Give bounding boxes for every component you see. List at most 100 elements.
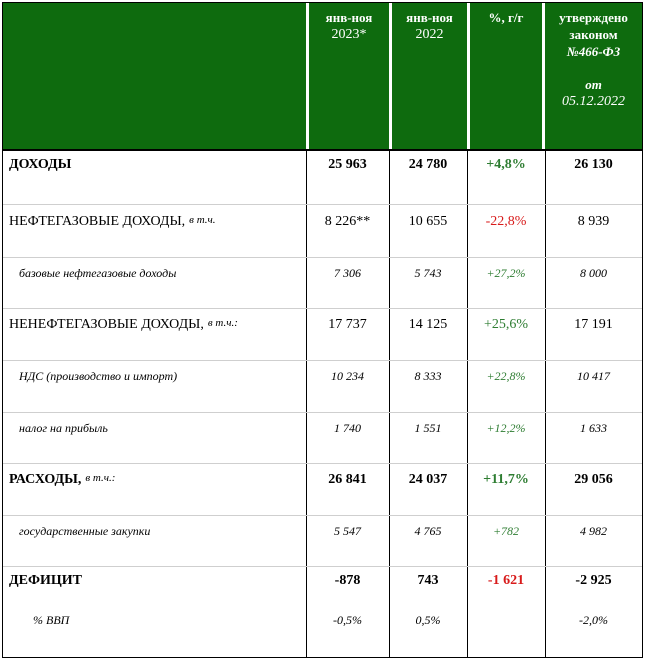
row-value-2023: 26 841 bbox=[328, 472, 367, 487]
row-value-2022: 8 333 bbox=[414, 369, 442, 383]
table-row: НЕНЕФТЕГАЗОВЫЕ ДОХОДЫ, в т.ч.: 17 737 14 … bbox=[3, 309, 642, 361]
row-value-2023: 10 234 bbox=[331, 369, 364, 383]
col-divider-3 bbox=[467, 149, 468, 657]
row-label-text: РАСХОДЫ, bbox=[9, 472, 82, 487]
col-divider-1 bbox=[306, 149, 307, 657]
row-label-text: базовые нефтегазовые доходы bbox=[19, 266, 177, 280]
row-label: НДС (производство и импорт) bbox=[9, 361, 305, 413]
col-divider-4 bbox=[545, 149, 546, 657]
row-value-yoy: +12,2% bbox=[486, 421, 526, 435]
table-header: янв-ноя 2023* янв-ноя 2022 %, г/г утверж… bbox=[3, 3, 642, 149]
header-spacer bbox=[545, 60, 642, 76]
row-label: налог на прибыль bbox=[9, 413, 305, 465]
row-value-2023: 25 963 bbox=[328, 157, 367, 172]
row-value-2022: 14 125 bbox=[408, 317, 448, 332]
row-divider bbox=[3, 566, 642, 567]
row-label: % ВВП bbox=[9, 607, 281, 647]
header-col-2022-line1: янв-ноя bbox=[406, 10, 453, 25]
header-col-yoy: %, г/г bbox=[470, 3, 542, 149]
header-col-2022: янв-ноя 2022 bbox=[392, 3, 467, 149]
row-value-2023: -0,5% bbox=[333, 613, 362, 627]
header-col-approved-line2: законом bbox=[569, 27, 618, 42]
table-row: % ВВП -0,5% 0,5% -2,0% bbox=[3, 607, 642, 647]
row-label: НЕФТЕГАЗОВЫЕ ДОХОДЫ, в т.ч. bbox=[9, 205, 305, 257]
row-label-text: НЕФТЕГАЗОВЫЕ ДОХОДЫ, bbox=[9, 214, 186, 229]
row-label: НЕНЕФТЕГАЗОВЫЕ ДОХОДЫ, в т.ч.: bbox=[9, 309, 305, 361]
row-value-approved: 8 939 bbox=[577, 214, 610, 229]
row-value-2022: 24 780 bbox=[408, 157, 448, 172]
row-value-approved: 26 130 bbox=[574, 157, 613, 172]
row-value-2023: -878 bbox=[334, 573, 361, 588]
header-col-approved-line5: 05.12.2022 bbox=[562, 94, 625, 109]
row-value-2022: 4 765 bbox=[414, 524, 442, 538]
table-row: НДС (производство и импорт) 10 234 8 333… bbox=[3, 361, 642, 413]
header-col-2023-line2: 2023* bbox=[331, 27, 367, 42]
header-col-approved: утверждено законом №466-ФЗ от 05.12.2022 bbox=[545, 3, 642, 149]
table-row: ДЕФИЦИТ -878 743 -1 621 -2 925 bbox=[3, 567, 642, 607]
row-value-2022: 743 bbox=[417, 573, 439, 588]
row-value-approved: 4 982 bbox=[580, 524, 607, 538]
row-value-approved: 29 056 bbox=[574, 472, 613, 487]
row-label-text: ДЕФИЦИТ bbox=[9, 573, 83, 588]
row-value-2023: 1 740 bbox=[334, 421, 361, 435]
row-divider bbox=[3, 360, 642, 361]
row-label-note: в т.ч.: bbox=[85, 472, 116, 484]
table-row: ДОХОДЫ 25 963 24 780 +4,8% 26 130 bbox=[3, 151, 642, 203]
row-divider bbox=[3, 515, 642, 516]
header-col-2022-line2: 2022 bbox=[415, 27, 444, 42]
row-label-note: в т.ч. bbox=[189, 214, 216, 226]
row-label-text: % ВВП bbox=[33, 613, 70, 627]
row-value-2023: 17 737 bbox=[328, 317, 367, 332]
row-divider bbox=[3, 463, 642, 464]
table-row: РАСХОДЫ, в т.ч.: 26 841 24 037 +11,7% 29 … bbox=[3, 464, 642, 516]
row-label-text: налог на прибыль bbox=[19, 421, 108, 435]
row-value-approved: -2 925 bbox=[575, 573, 612, 588]
row-value-2022: 5 743 bbox=[414, 266, 442, 280]
table-row: налог на прибыль 1 740 1 551 +12,2% 1 63… bbox=[3, 413, 642, 465]
row-value-2022: 0,5% bbox=[415, 613, 441, 627]
row-value-approved: -2,0% bbox=[579, 613, 608, 627]
row-label: государственные закупки bbox=[9, 516, 305, 568]
row-label-text: НЕНЕФТЕГАЗОВЫЕ ДОХОДЫ, bbox=[9, 317, 204, 332]
row-value-2023: 7 306 bbox=[334, 266, 361, 280]
row-label: базовые нефтегазовые доходы bbox=[9, 258, 305, 310]
row-label: ДОХОДЫ bbox=[9, 151, 305, 203]
row-value-yoy: +11,7% bbox=[483, 472, 529, 487]
row-value-2022: 10 655 bbox=[408, 214, 448, 229]
header-label-cell bbox=[3, 3, 306, 149]
row-value-approved: 1 633 bbox=[580, 421, 607, 435]
header-col-approved-line1: утверждено bbox=[559, 10, 628, 25]
row-value-2023: 5 547 bbox=[334, 524, 361, 538]
row-value-approved: 10 417 bbox=[577, 369, 610, 383]
row-value-approved: 17 191 bbox=[574, 317, 613, 332]
row-value-yoy bbox=[467, 607, 545, 647]
row-value-yoy: +27,2% bbox=[486, 266, 526, 280]
row-value-2022: 1 551 bbox=[414, 421, 442, 435]
header-col-approved-line4: от bbox=[585, 77, 602, 92]
row-value-yoy: +4,8% bbox=[486, 157, 526, 172]
row-label-text: ДОХОДЫ bbox=[9, 157, 72, 172]
row-label: РАСХОДЫ, в т.ч.: bbox=[9, 464, 305, 516]
row-value-yoy: +22,8% bbox=[486, 369, 526, 383]
row-divider bbox=[3, 308, 642, 309]
row-value-2023: 8 226** bbox=[324, 214, 371, 229]
header-divider bbox=[3, 149, 642, 151]
table-row: НЕФТЕГАЗОВЫЕ ДОХОДЫ, в т.ч. 8 226** 10 65… bbox=[3, 205, 642, 257]
row-divider bbox=[3, 412, 642, 413]
row-label: ДЕФИЦИТ bbox=[9, 567, 305, 607]
row-label-text: государственные закупки bbox=[19, 524, 151, 538]
row-label-text: НДС (производство и импорт) bbox=[19, 369, 178, 383]
row-value-2022: 24 037 bbox=[408, 472, 448, 487]
header-col-approved-line3: №466-ФЗ bbox=[566, 44, 621, 59]
row-divider bbox=[3, 257, 642, 258]
header-col-yoy-text: %, г/г bbox=[488, 10, 524, 25]
row-value-yoy: -1 621 bbox=[487, 573, 525, 588]
header-col-2023: янв-ноя 2023* bbox=[309, 3, 389, 149]
row-value-yoy: -22,8% bbox=[485, 214, 527, 229]
col-divider-2 bbox=[389, 149, 390, 657]
table-row: базовые нефтегазовые доходы 7 306 5 743 … bbox=[3, 258, 642, 310]
row-value-yoy: +25,6% bbox=[483, 317, 529, 332]
row-label-note: в т.ч.: bbox=[207, 317, 238, 329]
row-divider bbox=[3, 204, 642, 205]
